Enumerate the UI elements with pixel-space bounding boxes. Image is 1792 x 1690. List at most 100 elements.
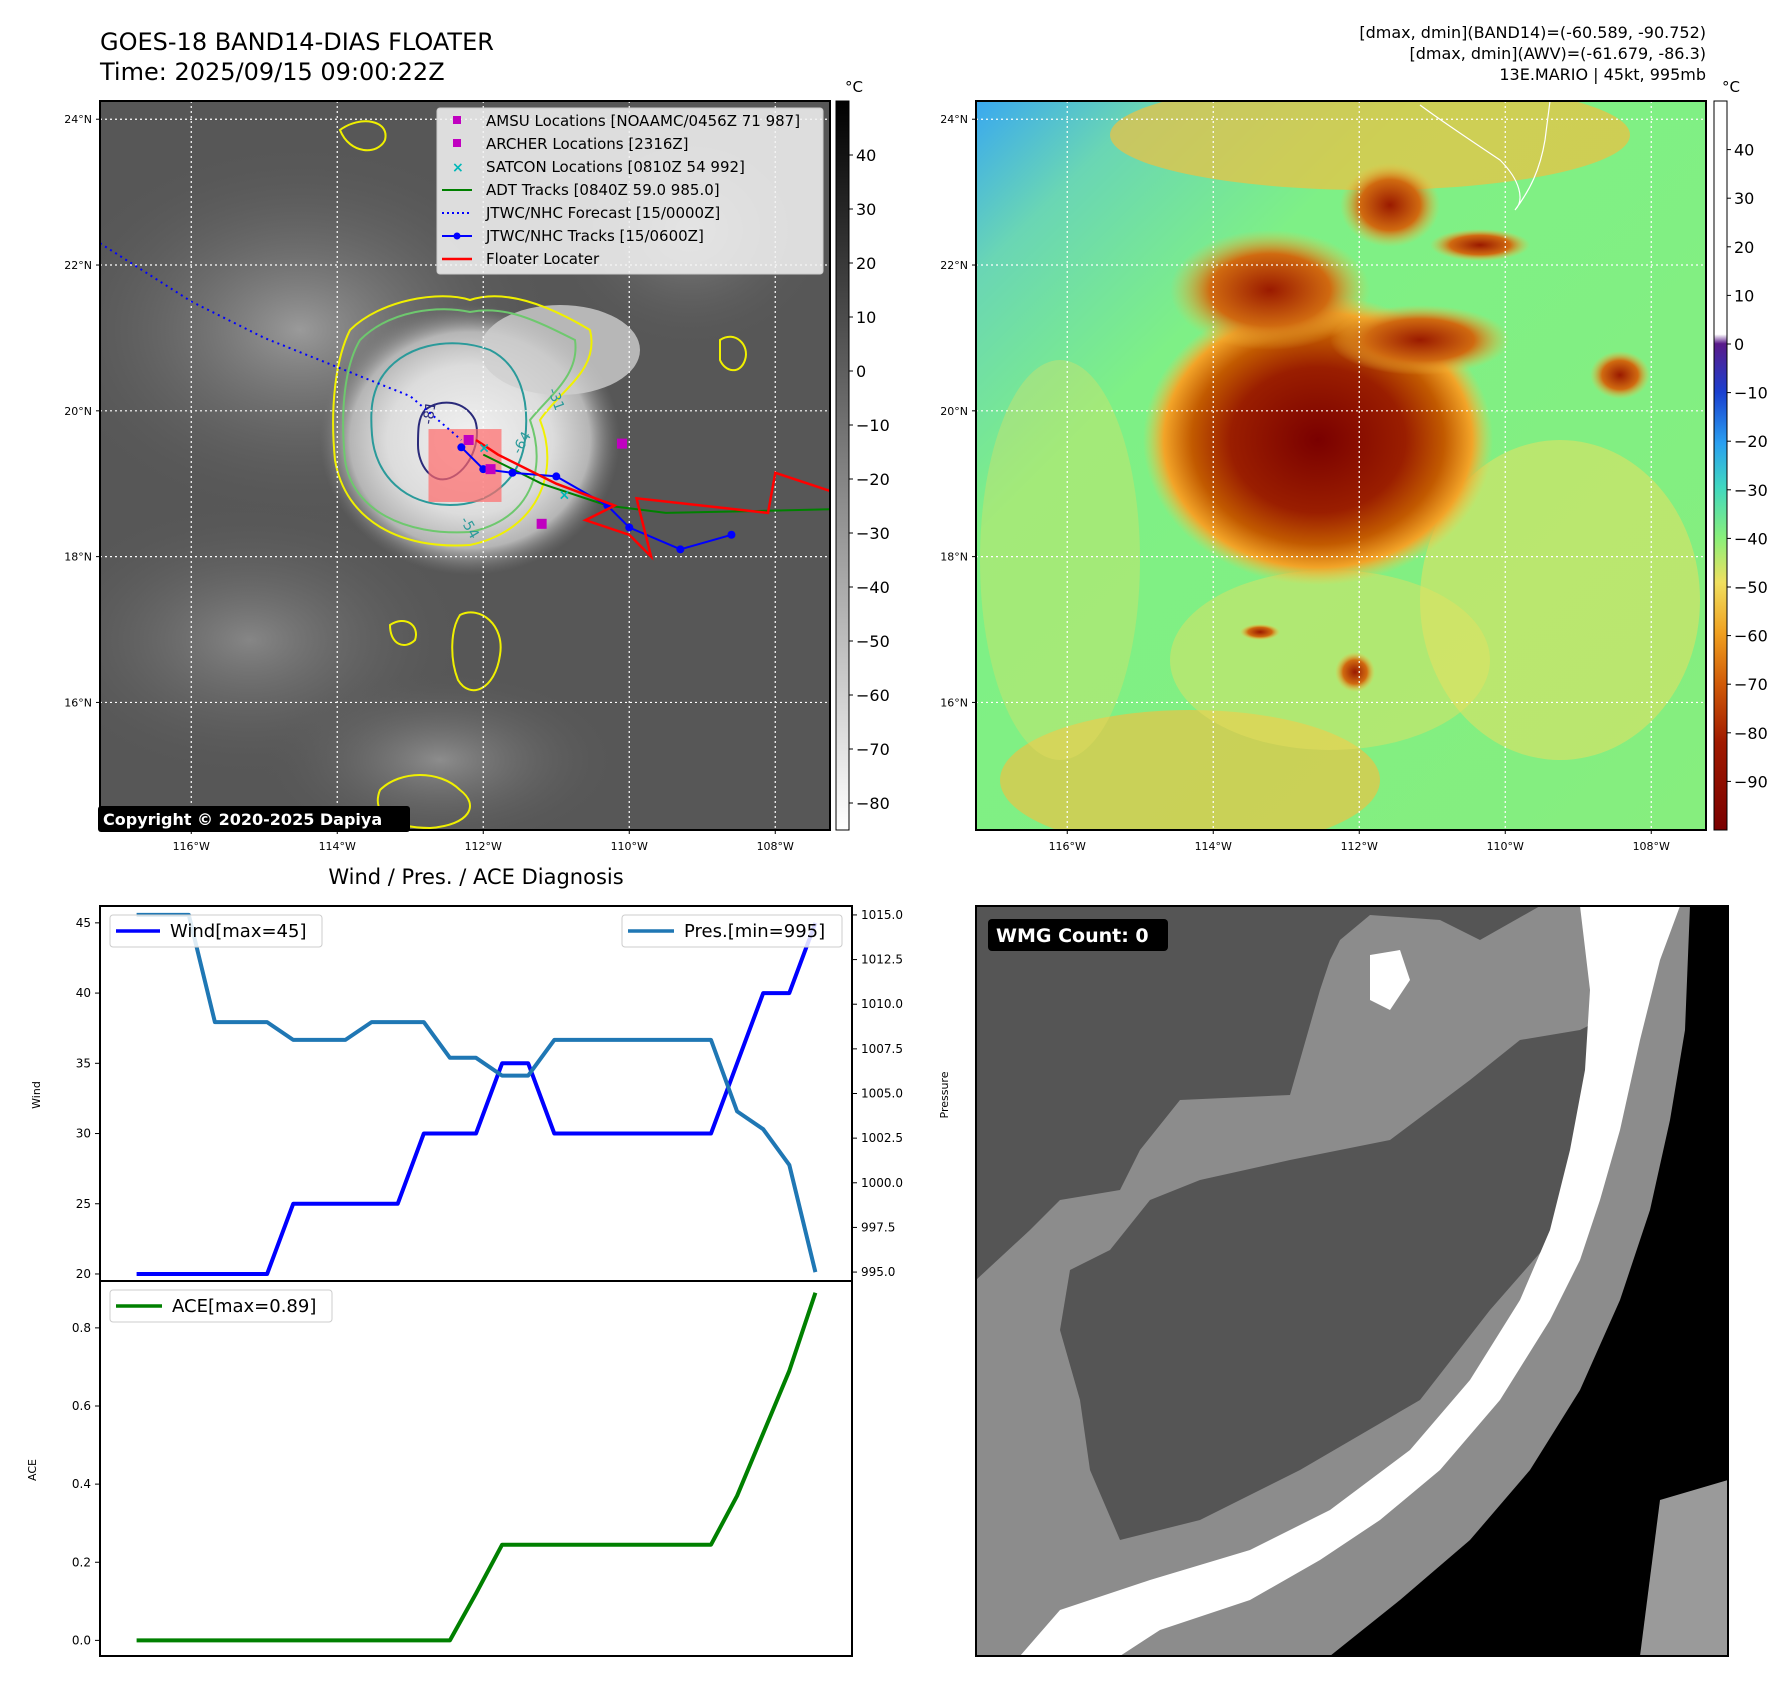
awv-colorbar (1713, 100, 1728, 831)
jtwc-track-point (727, 530, 736, 539)
wind-tick-label: 25 (76, 1197, 91, 1211)
copyright-badge (98, 806, 410, 832)
jtwc-track-point (625, 523, 634, 532)
ace-chart-frame (99, 1280, 853, 1657)
ir-colorbar (835, 100, 850, 831)
wind-tick-label: 45 (76, 916, 91, 930)
colorbar-tick-label: −90 (1734, 772, 1768, 791)
colorbar-tick-label: 20 (1734, 238, 1754, 257)
colorbar-tick-label: −80 (856, 794, 890, 813)
pressure-tick-label: 1012.5 (861, 953, 903, 967)
lon-label: 116°W (1049, 840, 1086, 853)
copyright-text: Copyright © 2020-2025 Dapiya (103, 810, 382, 829)
jtwc-forecast-line (100, 242, 463, 441)
colorbar-tick-label: 40 (1734, 141, 1754, 160)
ace-tick-label: 0.0 (72, 1633, 91, 1647)
colorbar-tick-label: −80 (1734, 724, 1768, 743)
pressure-series (136, 912, 818, 1273)
wind-pressure-chart: 45 40 35 30 25 20 1015.0 1012.5 1010.0 1007.5 100… (30, 905, 951, 1282)
pressure-legend-label: Pres.[min=995] (684, 921, 825, 942)
amsu-point (463, 434, 474, 445)
lon-label: 108°W (757, 840, 794, 853)
satcon-point: × (478, 440, 490, 456)
wmg-gray-patch (1640, 1480, 1728, 1656)
wmg-white-patch (1370, 950, 1410, 1010)
wmg-count-badge (988, 919, 1168, 951)
ace-tick-label: 0.2 (72, 1555, 91, 1569)
colorbar-tick-label: 30 (856, 200, 876, 219)
ace-chart: 0.8 0.6 0.4 0.2 0.0 ACE ACE[max=0.89] (26, 1280, 853, 1657)
colorbar-tick-label: −50 (1734, 578, 1768, 597)
jtwc-track-point (552, 472, 561, 481)
pressure-axis-label: Pressure (938, 1071, 951, 1118)
awv-moist-band (1000, 710, 1380, 830)
colorbar-tick-label: −70 (1734, 675, 1768, 694)
wind-chart-frame (99, 905, 853, 1282)
colorbar-tick-label: −50 (856, 632, 890, 651)
jtwc-track-point (676, 545, 685, 554)
awv-cell (1240, 624, 1280, 640)
lat-label: 20°N (940, 405, 968, 418)
lon-label: 110°W (611, 840, 648, 853)
wmg-white-band (1020, 906, 1680, 1656)
awv-cell (1335, 652, 1375, 692)
awv-moist-band (1110, 101, 1630, 190)
ace-legend-box (109, 1289, 333, 1323)
legend-label-adt: ADT Tracks [0840Z 59.0 985.0] (486, 181, 720, 199)
ir-storm-band (480, 305, 640, 395)
pressure-legend-box (621, 914, 843, 948)
pressure-tick-label: 997.5 (861, 1220, 895, 1234)
lon-label: 110°W (1487, 840, 1524, 853)
pressure-legend: Pres.[min=995] (621, 914, 843, 948)
colorbar-tick-label: −40 (1734, 529, 1768, 548)
colorbar-tick-label: −70 (856, 740, 890, 759)
amsu-point (536, 518, 547, 529)
amsu-point (616, 438, 627, 449)
storm-summary: 13E.MARIO | 45kt, 995mb (1499, 65, 1706, 84)
wind-tick-label: 40 (76, 986, 91, 1000)
awv-storm-top (1170, 230, 1370, 350)
product-title: GOES-18 BAND14-DIAS FLOATER (100, 28, 494, 56)
wind-axis-label: Wind (30, 1081, 43, 1109)
ace-line (136, 1292, 818, 1643)
ace-legend: ACE[max=0.89] (109, 1289, 333, 1323)
colorbar-tick-label: −30 (856, 524, 890, 543)
ace-tick-label: 0.6 (72, 1399, 91, 1413)
legend-swatch-amsu (453, 116, 461, 124)
legend-label-forecast: JTWC/NHC Forecast [15/0000Z] (485, 204, 720, 222)
colorbar-tick-label: −10 (1734, 384, 1768, 403)
ir-colorbar-unit: °C (845, 78, 863, 96)
lat-label: 20°N (64, 405, 92, 418)
contour-yellow-cell (719, 335, 747, 372)
pressure-tick-label: 1005.0 (861, 1087, 903, 1101)
awv-map-frame (975, 100, 1707, 831)
satcon-point: × (559, 488, 571, 504)
legend-swatch-archer (453, 139, 461, 147)
ace-legend-label: ACE[max=0.89] (172, 1296, 316, 1317)
product-time: Time: 2025/09/15 09:00:22Z (99, 58, 445, 86)
jtwc-track-point (508, 468, 517, 477)
ir-map-frame (99, 100, 831, 831)
lat-label: 24°N (64, 113, 92, 126)
colorbar-tick-label: −10 (856, 416, 890, 435)
colorbar-tick-label: −60 (1734, 627, 1768, 646)
colorbar-tick-label: −40 (856, 578, 890, 597)
lon-label: 114°W (319, 840, 356, 853)
pressure-tick-label: 1002.5 (861, 1131, 903, 1145)
wmg-frame (975, 905, 1729, 1657)
wind-tick-label: 30 (76, 1127, 91, 1141)
wind-tick-label: 35 (76, 1056, 91, 1070)
awv-gridlines (976, 101, 1706, 830)
legend-swatch-tracks-marker (453, 232, 461, 240)
lon-label: 108°W (1633, 840, 1670, 853)
legend-label-floater: Floater Locater (486, 250, 600, 268)
lat-label: 18°N (940, 551, 968, 564)
ace-tick-label: 0.8 (72, 1321, 91, 1335)
wind-line (136, 922, 818, 1276)
contour-yellow-cell (338, 120, 387, 152)
legend-label-archer: ARCHER Locations [2316Z] (486, 135, 689, 153)
ace-tick-label: 0.4 (72, 1477, 91, 1491)
legend-label-satcon: SATCON Locations [0810Z 54 992] (486, 158, 745, 176)
lat-label: 16°N (64, 696, 92, 709)
pressure-tick-label: 1015.0 (861, 908, 903, 922)
